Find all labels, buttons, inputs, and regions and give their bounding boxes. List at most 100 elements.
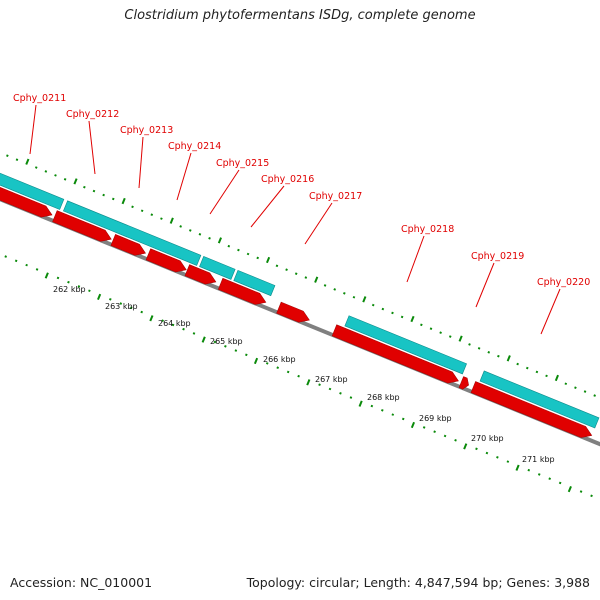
leader-line xyxy=(475,262,495,308)
tick-mark xyxy=(593,394,596,397)
tick-mark xyxy=(371,303,375,307)
cds-arrow xyxy=(0,177,53,218)
tick-mark xyxy=(25,158,30,165)
tick-mark xyxy=(256,256,259,260)
leader-line xyxy=(250,185,285,228)
leader-line xyxy=(29,104,37,155)
gene-label: Cphy_0213 xyxy=(120,125,173,136)
tick-mark xyxy=(171,323,175,327)
tick-mark xyxy=(4,255,8,258)
leader-line xyxy=(176,152,192,201)
tick-mark xyxy=(245,353,248,357)
tick-mark xyxy=(475,447,478,451)
tick-mark xyxy=(343,292,346,295)
tick-mark xyxy=(246,252,250,256)
cds-arrow-track xyxy=(0,177,593,438)
tick-mark xyxy=(583,390,587,393)
tick-mark xyxy=(545,374,548,378)
tick-mark xyxy=(574,386,577,389)
scale-label: 271 kbp xyxy=(522,455,555,464)
tick-mark xyxy=(77,285,81,288)
tick-mark xyxy=(67,280,70,284)
tick-mark xyxy=(73,178,78,185)
tick-mark xyxy=(129,306,133,310)
map-title: Clostridium phytofermentans ISDg, comple… xyxy=(124,8,476,23)
tick-mark xyxy=(433,430,436,434)
tick-mark xyxy=(370,404,374,408)
tick-mark xyxy=(63,178,67,181)
gene-label: Cphy_0217 xyxy=(309,191,362,202)
tick-mark xyxy=(506,355,511,362)
cds-arrow xyxy=(458,376,469,390)
tick-mark xyxy=(150,213,154,216)
gene-label: Cphy_0215 xyxy=(216,158,269,169)
gene-bar xyxy=(344,315,467,375)
tick-mark xyxy=(192,332,196,335)
tick-mark xyxy=(25,263,28,267)
tick-mark xyxy=(448,335,452,338)
gene-bar xyxy=(233,269,276,297)
tick-mark xyxy=(497,354,500,358)
tick-mark xyxy=(485,451,489,455)
tick-mark xyxy=(201,336,206,343)
gene-label: Cphy_0216 xyxy=(261,174,314,185)
tick-mark xyxy=(554,374,559,382)
tick-mark xyxy=(410,315,415,323)
tick-mark xyxy=(454,438,457,442)
tick-mark xyxy=(463,443,468,450)
tick-mark xyxy=(400,315,404,319)
tick-mark xyxy=(14,259,18,263)
tick-mark xyxy=(420,323,423,327)
tick-mark xyxy=(515,464,520,471)
tick-mark xyxy=(131,205,134,209)
tick-mark xyxy=(188,229,192,232)
tick-mark xyxy=(391,311,394,315)
tick-mark xyxy=(429,327,433,331)
tick-mark xyxy=(506,460,510,463)
tick-mark xyxy=(169,217,174,224)
tick-mark xyxy=(443,434,447,438)
tick-mark xyxy=(318,383,321,387)
tick-mark xyxy=(297,374,300,378)
tick-mark xyxy=(304,276,308,279)
leader-line xyxy=(209,169,240,215)
tick-mark xyxy=(56,276,60,280)
tick-mark xyxy=(401,417,405,421)
tick-mark xyxy=(44,170,48,173)
cds-arrow xyxy=(145,248,187,273)
scale-label: 264 kbp xyxy=(158,319,191,328)
tick-mark xyxy=(548,477,552,481)
tick-mark xyxy=(54,174,57,177)
gene-bar-track xyxy=(0,164,600,429)
tick-mark xyxy=(83,185,86,189)
cds-arrow xyxy=(184,264,217,285)
tick-mark xyxy=(234,349,238,352)
tick-mark xyxy=(92,189,96,193)
scale-label: 262 kbp xyxy=(53,285,86,294)
tick-mark xyxy=(458,335,463,342)
tick-mark xyxy=(590,494,593,498)
tick-mark xyxy=(285,268,288,272)
cds-arrow xyxy=(110,234,146,256)
tick-mark xyxy=(410,421,416,429)
summary-text: Topology: circular; Length: 4,847,594 bp… xyxy=(246,575,590,590)
tick-mark xyxy=(149,315,154,322)
leader-line xyxy=(304,202,333,245)
scale-label: 267 kbp xyxy=(315,375,348,384)
tick-mark xyxy=(102,193,105,197)
tick-mark xyxy=(44,272,49,279)
leader-line xyxy=(88,120,96,175)
tick-mark xyxy=(286,370,290,374)
gene-bar xyxy=(479,370,600,429)
tick-mark xyxy=(140,209,144,213)
tick-mark xyxy=(381,307,385,311)
tick-mark xyxy=(496,456,499,459)
tick-mark xyxy=(208,236,211,240)
tick-mark xyxy=(349,396,353,399)
tick-mark xyxy=(477,347,481,350)
tick-mark xyxy=(97,293,102,301)
cds-arrow xyxy=(52,210,112,242)
gene-bar xyxy=(199,256,236,280)
tick-mark xyxy=(111,197,115,201)
